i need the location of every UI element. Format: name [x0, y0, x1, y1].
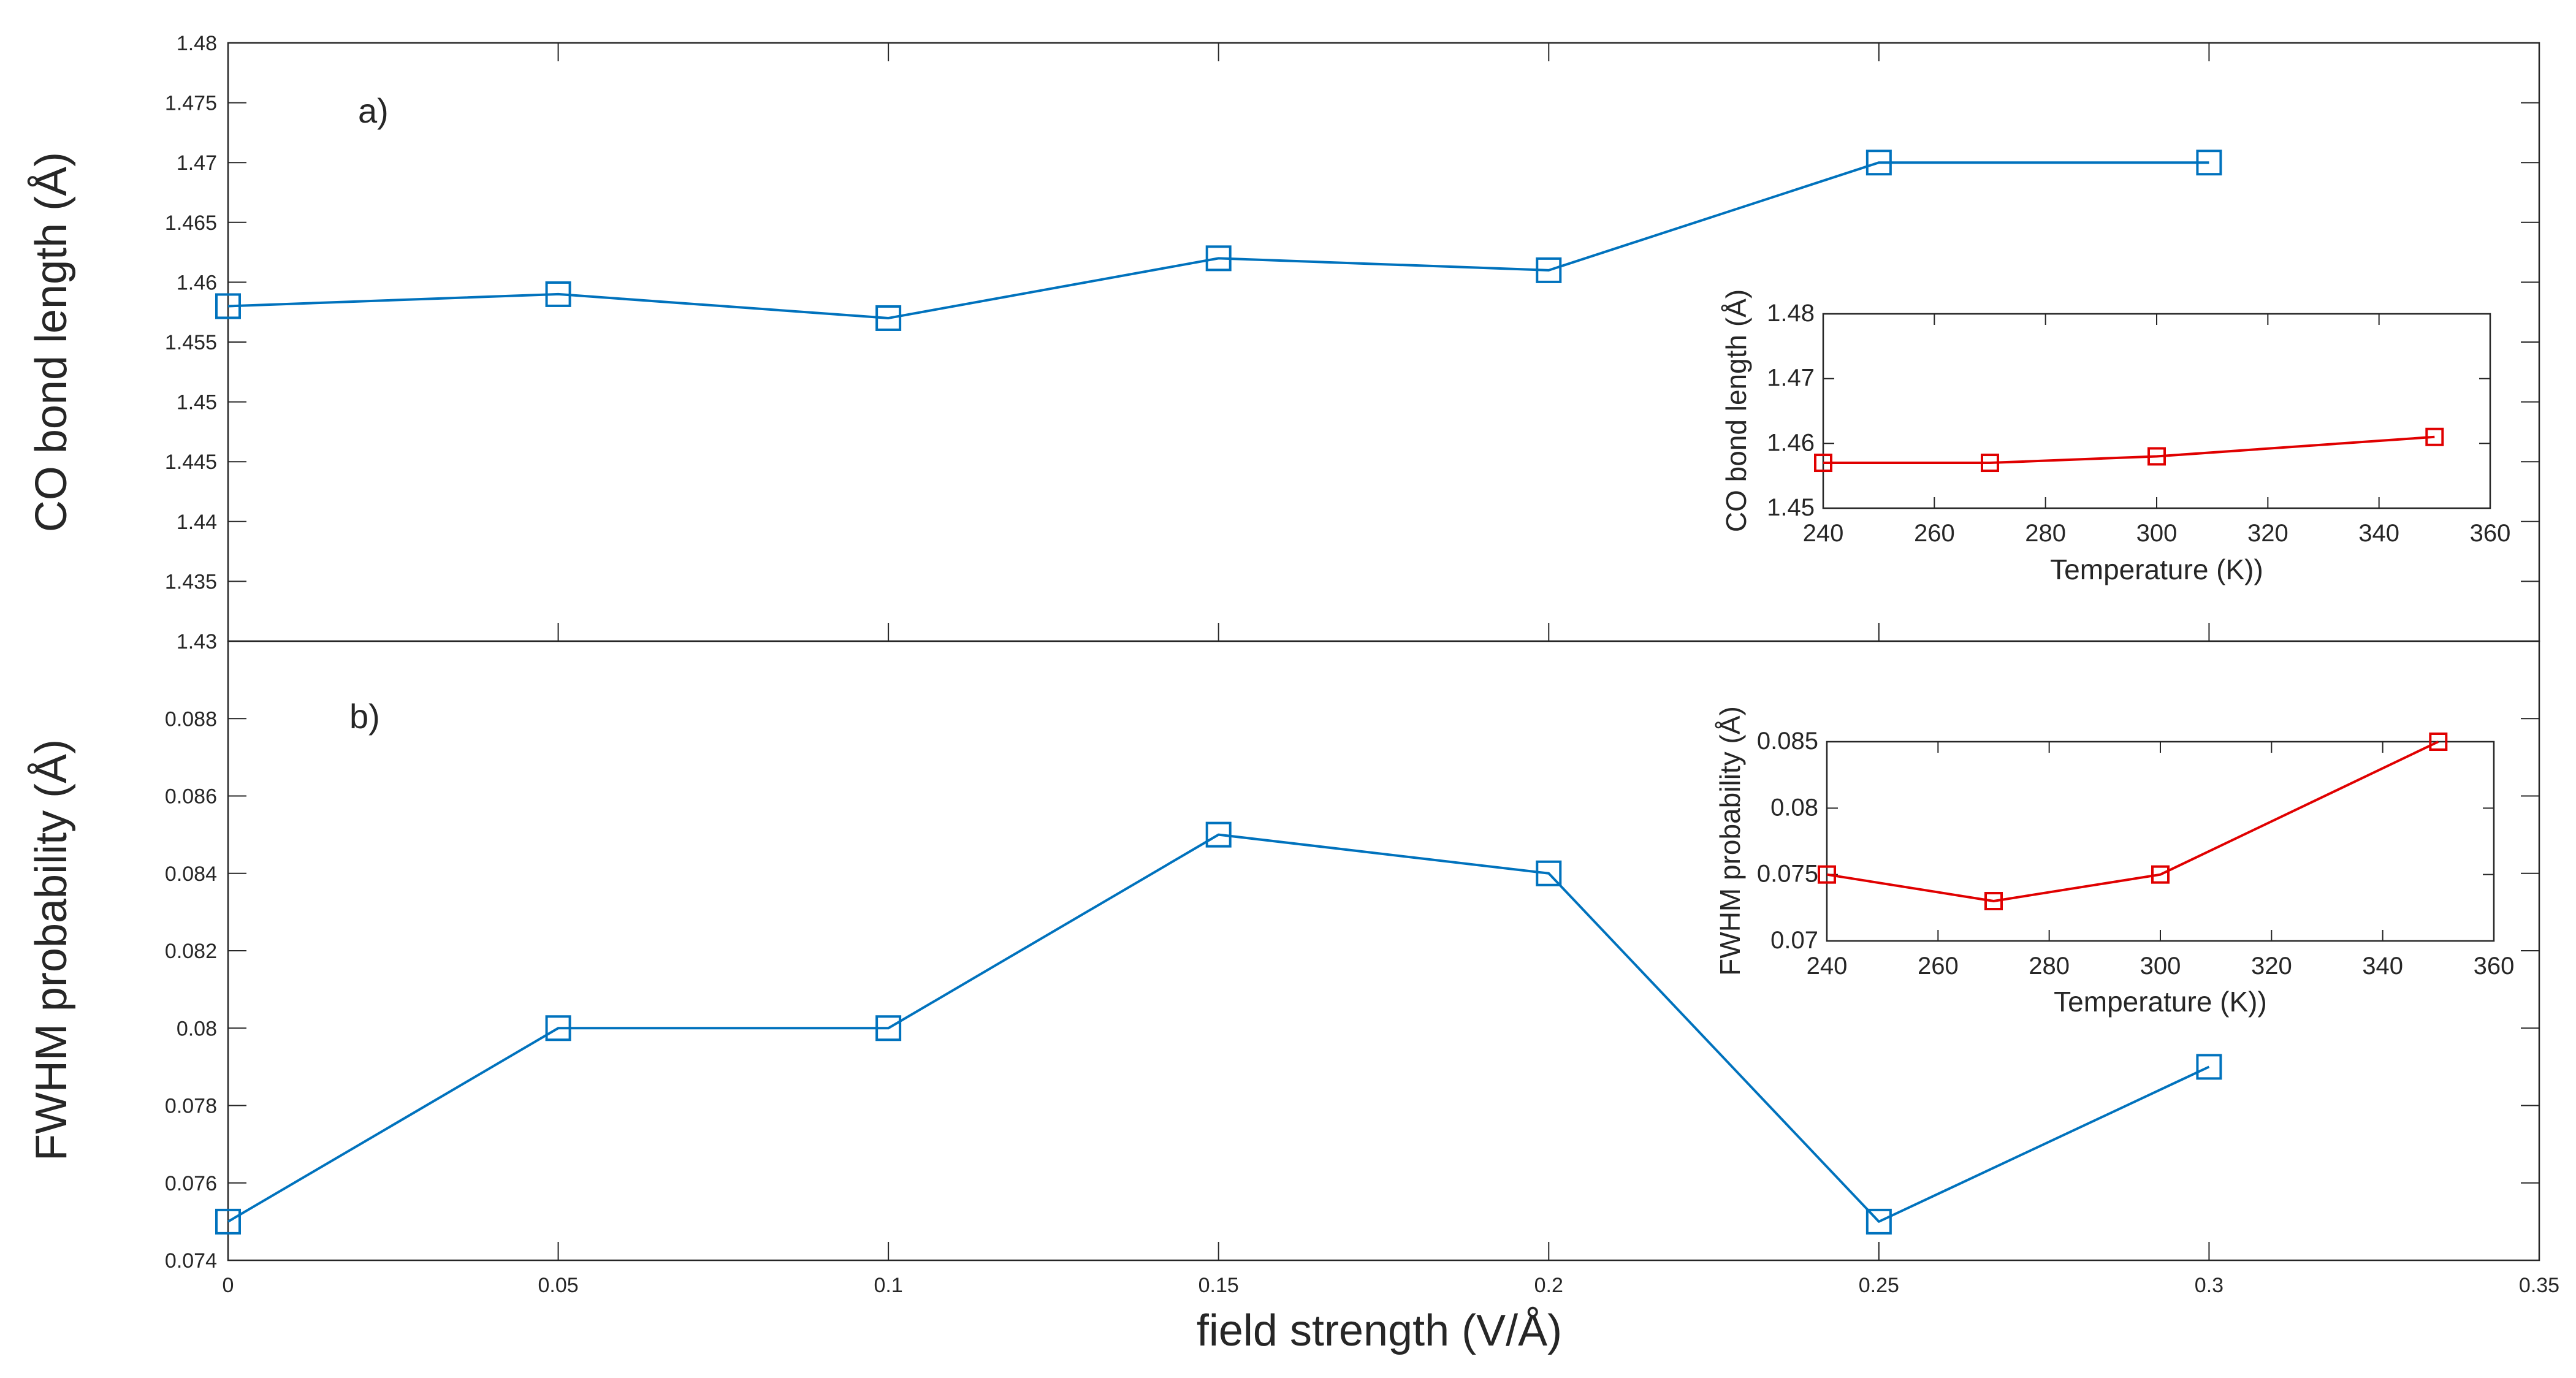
panel-a-data-point	[875, 305, 902, 331]
inset-b-data-point	[1984, 892, 2003, 910]
inset-a-xtick-label: 320	[2247, 520, 2288, 547]
inset-b-axes-frame	[1826, 740, 2495, 942]
panel-a-data-point	[2196, 150, 2222, 176]
inset-a-series-line	[1823, 435, 2435, 465]
panel-b-ytick-label: 0.076	[165, 1172, 217, 1195]
panel-a-panel-label: a)	[358, 91, 389, 130]
panel-b-data-point	[1205, 821, 1232, 848]
panel-b-xtick-label: 0.1	[874, 1274, 903, 1297]
panel-a-ytick-label: 1.48	[177, 32, 217, 55]
inset-a: 1.45 1.46 1.47 1.48 240 260 280 300 320 340 360 CO …	[1720, 289, 2510, 585]
panel-b-data-point	[1536, 860, 1562, 886]
panel-a-ytick-label: 1.455	[165, 331, 217, 354]
panel-b-ytick-label: 0.08	[177, 1017, 217, 1040]
panel-b-axes-frame	[227, 640, 2540, 1262]
panel-b-ytick-label: 0.086	[165, 785, 217, 809]
panel-b-panel-label: b)	[349, 697, 380, 736]
panel-a-ytick-label: 1.475	[165, 92, 217, 115]
panel-b-xtick-label: 0.05	[538, 1274, 578, 1297]
inset-b: 0.07 0.075 0.08 0.085 240 260 280 300 320 340 360 F…	[1714, 706, 2514, 1018]
panel-a-data-point	[215, 293, 241, 319]
inset-b-x-axis-title: Temperature (K))	[2054, 986, 2267, 1018]
panel-a-ytick-label: 1.44	[177, 511, 217, 534]
panel-a-ytick-label: 1.43	[177, 630, 217, 653]
panel-a-ytick-label: 1.445	[165, 451, 217, 474]
panel-a-ytick-label: 1.47	[177, 151, 217, 175]
panel-b-ytick-label: 0.078	[165, 1095, 217, 1118]
panel-b-data-point	[545, 1015, 571, 1041]
panel-a-data-point	[1205, 245, 1232, 272]
panel-b-xtick-label: 0.15	[1198, 1274, 1239, 1297]
panel-b-series-line	[227, 833, 2210, 1223]
inset-a-data-point	[1981, 454, 1999, 473]
panel-b-ytick-label: 0.088	[165, 707, 217, 731]
inset-a-ytick-label: 1.47	[1767, 365, 1815, 392]
panel-b-x-axis-title: field strength (V/Å)	[1197, 1306, 1562, 1355]
panel-b-ytick-label: 0.082	[165, 940, 217, 963]
panel-a-y-axis-title: CO bond length (Å)	[27, 152, 76, 532]
inset-a-xtick-label: 300	[2136, 520, 2178, 547]
inset-a-xtick-label: 240	[1803, 520, 1844, 547]
inset-b-xtick-label: 320	[2251, 953, 2292, 980]
inset-b-xtick-label: 280	[2029, 953, 2070, 980]
inset-a-xtick-label: 260	[1914, 520, 1955, 547]
panel-b-xtick-label: 0.2	[1534, 1274, 1563, 1297]
panel-b-data-point	[2196, 1054, 2222, 1080]
panel-a-series-line	[227, 161, 2209, 319]
inset-a-data-point	[2425, 427, 2444, 446]
inset-a-xtick-label: 280	[2025, 520, 2066, 547]
panel-b-data-point	[215, 1208, 241, 1235]
inset-a-data-point	[2147, 447, 2166, 466]
inset-b-data-point	[2429, 733, 2448, 751]
inset-a-ytick-label: 1.48	[1767, 300, 1815, 327]
inset-b-data-point	[2151, 865, 2170, 884]
panel-a-ytick-label: 1.46	[177, 271, 217, 294]
inset-b-ytick-label: 0.08	[1770, 794, 1818, 821]
panel-b-xtick-label: 0.3	[2195, 1274, 2224, 1297]
inset-a-ytick-label: 1.46	[1767, 429, 1815, 456]
inset-b-ytick-label: 0.075	[1757, 861, 1818, 888]
inset-a-xtick-label: 360	[2470, 520, 2511, 547]
panel-b-xtick-label: 0.25	[1859, 1274, 1899, 1297]
inset-b-ytick-label: 0.085	[1757, 728, 1818, 755]
panel-b-xtick-label: 0	[223, 1274, 234, 1297]
inset-b-xtick-label: 240	[1807, 953, 1848, 980]
panel-b-ytick-label: 0.074	[165, 1249, 217, 1273]
inset-a-axes-frame	[1822, 313, 2491, 509]
panel-b-y-axis-title: FWHM probability (Å)	[27, 739, 76, 1161]
inset-a-data-point	[1814, 454, 1832, 473]
panel-b-ytick-label: 0.084	[165, 862, 217, 886]
panel-a-ytick-label: 1.435	[165, 570, 217, 593]
inset-b-data-point	[1818, 865, 1836, 884]
inset-b-xtick-label: 300	[2140, 953, 2181, 980]
inset-a-x-axis-title: Temperature (K))	[2050, 554, 2263, 585]
inset-b-ytick-label: 0.07	[1770, 927, 1818, 954]
panel-a-data-point	[1865, 150, 1892, 176]
inset-a-ytick-label: 1.45	[1767, 494, 1815, 521]
inset-a-xtick-label: 340	[2358, 520, 2399, 547]
inset-b-y-axis-title: FWHM probability (Å)	[1714, 706, 1746, 976]
panel-a-data-point	[1536, 257, 1562, 283]
panel-b-data-point	[875, 1015, 902, 1041]
panel-a-ytick-label: 1.45	[177, 391, 217, 414]
inset-a-y-axis-title: CO bond length (Å)	[1720, 289, 1752, 532]
inset-b-xtick-label: 260	[1918, 953, 1959, 980]
inset-b-series-line	[1826, 740, 2439, 902]
inset-b-xtick-label: 360	[2474, 953, 2515, 980]
panel-a-data-point	[545, 281, 571, 307]
inset-b-xtick-label: 340	[2362, 953, 2403, 980]
panel-b-xtick-label: 0.35	[2519, 1274, 2559, 1297]
panel-a-ytick-label: 1.465	[165, 211, 217, 235]
panel-b-data-point	[1865, 1208, 1892, 1235]
